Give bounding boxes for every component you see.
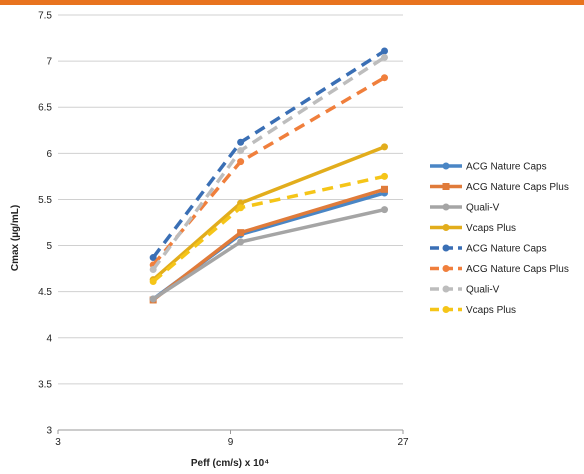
legend-marker: [442, 306, 450, 313]
legend-marker: [442, 183, 450, 190]
legend-marker: [442, 162, 450, 170]
data-point: [381, 206, 389, 214]
y-tick-label: 5: [46, 241, 52, 252]
y-tick-label: 7.5: [38, 11, 52, 22]
legend-label: Vcaps Plus: [466, 223, 516, 234]
legend-label: Quali-V: [466, 285, 500, 296]
data-point: [381, 47, 389, 55]
data-point: [381, 172, 389, 180]
data-point: [237, 158, 245, 166]
y-tick-label: 6: [46, 149, 52, 160]
legend-label: ACG Nature Caps Plus: [466, 182, 569, 193]
data-point: [237, 229, 245, 237]
x-axis-title: Peff (cm/s) x 10⁴: [191, 458, 269, 469]
top-accent-bar: [0, 0, 584, 5]
x-tick-label: 3: [55, 437, 61, 448]
data-point: [237, 138, 245, 146]
y-axis-title: Cmax (µg/mL): [10, 205, 21, 271]
y-tick-label: 6.5: [38, 103, 52, 114]
y-tick-label: 4: [46, 333, 52, 344]
y-tick-label: 7: [46, 57, 52, 68]
y-tick-label: 4.5: [38, 287, 52, 298]
legend-label: ACG Nature Caps: [466, 162, 547, 173]
series-lines: [149, 47, 389, 304]
data-point: [237, 204, 245, 212]
legend-label: Vcaps Plus: [466, 305, 516, 316]
legend-label: ACG Nature Caps Plus: [466, 264, 569, 275]
data-point: [149, 295, 157, 303]
data-point: [149, 254, 157, 262]
data-point: [149, 266, 157, 274]
data-point: [149, 278, 157, 286]
y-tick-label: 3: [46, 426, 52, 437]
series-line: [152, 187, 386, 302]
y-tick-labels: 3 3.5 4 4.5 5 5.5 6 6.5 7 7.5: [38, 11, 52, 437]
legend-marker: [442, 203, 450, 211]
y-tick-label: 3.5: [38, 379, 52, 390]
legend: ACG Nature Caps ACG Nature Caps Plus Quali…: [430, 162, 569, 316]
series-line: [151, 55, 386, 271]
x-tick-label: 9: [228, 437, 234, 448]
data-point: [381, 74, 389, 82]
legend-marker: [442, 265, 450, 272]
x-tick-labels: 3 9 27: [55, 430, 409, 448]
legend-marker: [442, 244, 450, 252]
data-point: [381, 185, 389, 193]
legend-marker: [442, 285, 450, 293]
legend-marker: [442, 224, 450, 231]
y-tick-label: 5.5: [38, 195, 52, 206]
data-point: [381, 53, 389, 61]
data-point: [237, 147, 245, 155]
x-tick-label: 27: [397, 437, 409, 448]
data-point: [381, 143, 389, 151]
legend-label: Quali-V: [466, 203, 500, 214]
legend-label: ACG Nature Caps: [466, 244, 547, 255]
data-point: [237, 238, 245, 246]
